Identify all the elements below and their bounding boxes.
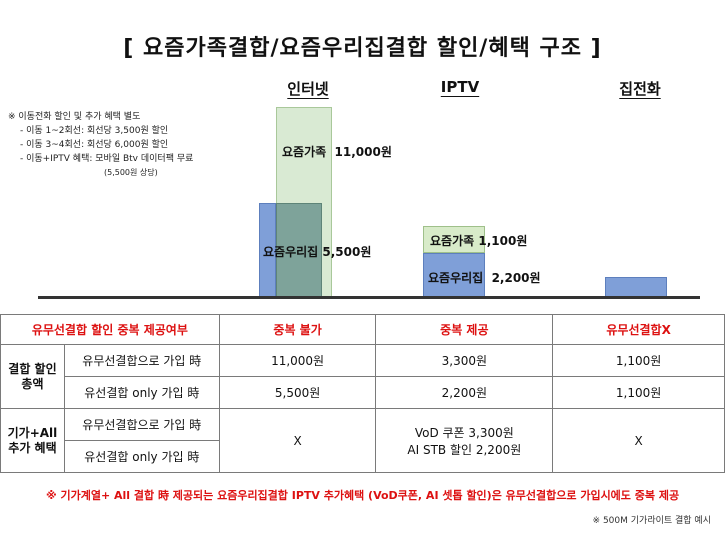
table-cell: X: [218, 408, 377, 473]
table-cell: 3,300원: [375, 344, 554, 377]
row-label: 유무선결합으로 가입 時: [63, 344, 220, 377]
table-cell: X: [552, 408, 725, 473]
footnote-main: ※ 기가계열+ All 결합 時 제공되는 요즘우리집결합 IPTV 추가혜택 …: [45, 489, 680, 502]
column-header-internet: 인터넷: [287, 80, 329, 98]
footnote-example: ※ 500M 기가라이트 결합 예시: [592, 516, 711, 526]
table-cell: 5,500원: [218, 376, 377, 409]
bar-label-internet-home: 요즘우리집 5,500원: [263, 245, 372, 259]
table-cell: VoD 쿠폰 3,300원 AI STB 할인 2,200원: [375, 408, 554, 473]
table-cell: 1,100원: [552, 376, 725, 409]
row-label: 유무선결합으로 가입 時: [63, 408, 220, 441]
bar-phone: [605, 277, 667, 297]
notes-item: - 이동 1~2회선: 회선당 3,500원 할인: [20, 126, 169, 136]
notes-subnote: (5,500원 상당): [104, 168, 158, 177]
table-cell: 1,100원: [552, 344, 725, 377]
table-row: 유선결합 only 가입 時: [1, 440, 725, 473]
iptv-benefit-stb: AI STB 할인 2,200원: [407, 442, 522, 457]
notes-header: ※ 이동전화 할인 및 추가 혜택 별도: [8, 112, 141, 122]
table-header-cell: 유무선결합 할인 중복 제공여부: [0, 314, 220, 345]
row-label: 유선결합 only 가입 時: [63, 376, 220, 409]
iptv-benefit-vod: VoD 쿠폰 3,300원: [414, 425, 514, 440]
bar-label-iptv-family: 요즘가족 1,100원: [430, 234, 528, 248]
table-row: 유선결합 only 가입 時 5,500원 2,200원 1,100원: [1, 376, 725, 409]
discount-table: 유무선결합 할인 중복 제공여부 중복 불가 중복 제공 유무선결합X 결합 할…: [0, 314, 725, 473]
row-label: 유선결합 only 가입 時: [63, 440, 220, 473]
row-group-label: 기가+All 추가 혜택: [0, 408, 65, 473]
column-header-iptv: IPTV: [440, 78, 480, 96]
table-cell: 2,200원: [375, 376, 554, 409]
table-row: 기가+All 추가 혜택 유무선결합으로 가입 時 X VoD 쿠폰 3,300…: [0, 408, 725, 473]
notes-item: - 이동 3~4회선: 회선당 6,000원 할인: [20, 140, 169, 150]
table-header-cell: 유무선결합X: [552, 314, 725, 345]
bar-label-iptv-home: 요즘우리집 2,200원: [428, 271, 541, 285]
row-group-label: 결합 할인 총액: [0, 344, 65, 409]
mobile-benefit-notes: ※ 이동전화 할인 및 추가 혜택 별도 - 이동 1~2회선: 회선당 3,5…: [8, 110, 193, 180]
table-header-cell: 중복 제공: [375, 314, 554, 345]
table-header-row: 유무선결합 할인 중복 제공여부 중복 불가 중복 제공 유무선결합X: [0, 314, 725, 345]
chart-baseline: [38, 296, 700, 299]
page-title: [ 요즘가족결합/요즘우리집결합 할인/혜택 구조 ]: [123, 36, 602, 61]
notes-item: - 이동+IPTV 혜택: 모바일 Btv 데이터팩 무료: [20, 154, 194, 164]
column-header-phone: 집전화: [619, 80, 661, 98]
bar-label-internet-family: 요즘가족 11,000원: [282, 145, 392, 159]
table-header-cell: 중복 불가: [218, 314, 377, 345]
bar-iptv-family: [423, 226, 485, 253]
bar-iptv-home: [423, 253, 485, 297]
table-row: 결합 할인 총액 유무선결합으로 가입 時 11,000원 3,300원 1,1…: [0, 344, 725, 409]
table-cell: 11,000원: [218, 344, 377, 377]
